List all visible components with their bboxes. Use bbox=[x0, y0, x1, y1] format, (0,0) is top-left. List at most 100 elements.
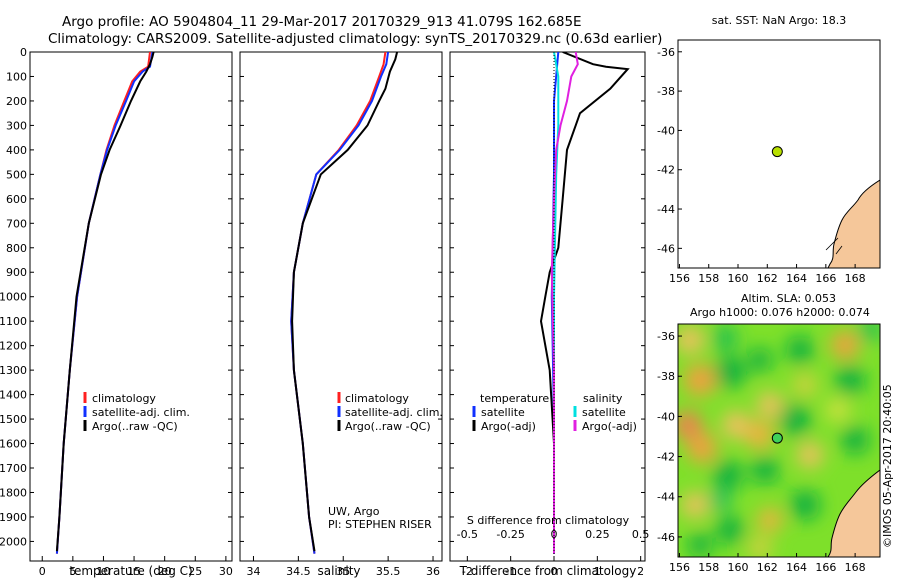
sla-patch bbox=[826, 398, 850, 422]
land-new-zealand bbox=[827, 179, 880, 268]
legend-argo-label: Argo(..raw -QC) bbox=[92, 420, 178, 433]
s-tick-label: 0 bbox=[551, 528, 558, 541]
lat-tick-label: -44 bbox=[657, 491, 675, 504]
depth-tick-label: 0 bbox=[20, 46, 27, 59]
sla-patch bbox=[831, 331, 859, 359]
lon-tick-label: 168 bbox=[845, 272, 866, 285]
temperature-panel bbox=[29, 51, 233, 562]
sla-patch bbox=[714, 356, 746, 388]
sla-patch bbox=[779, 404, 811, 436]
sla-patch bbox=[709, 489, 731, 511]
lat-tick-label: -38 bbox=[657, 85, 675, 98]
legend-climatology-label: climatology bbox=[345, 392, 409, 405]
depth-tick-label: 500 bbox=[6, 168, 27, 181]
pi-annotation-line-2: PI: STEPHEN RISER bbox=[328, 518, 432, 531]
series-line-climatology bbox=[55, 52, 151, 554]
x-tick-label: 34.5 bbox=[286, 565, 311, 578]
lat-tick-label: -44 bbox=[657, 203, 675, 216]
x-tick-label: 20 bbox=[158, 565, 172, 578]
pi-annotation-line-1: UW, Argo bbox=[328, 505, 380, 518]
sla-patch bbox=[841, 426, 869, 454]
depth-tick-label: 1100 bbox=[0, 315, 27, 328]
s-tick-label: 0.5 bbox=[632, 528, 650, 541]
x-tick-label: 2 bbox=[637, 565, 644, 578]
argo-position-marker bbox=[771, 432, 783, 444]
lon-tick-label: 166 bbox=[815, 272, 836, 285]
sla-patch bbox=[790, 490, 820, 520]
sla-patch bbox=[758, 508, 782, 532]
sla-map-title: Altim. SLA: 0.053 bbox=[741, 292, 836, 305]
lon-tick-label: 162 bbox=[757, 272, 778, 285]
sla-patch bbox=[712, 325, 738, 351]
series-line-argo-adj bbox=[539, 52, 630, 554]
depth-tick-label: 1000 bbox=[0, 291, 27, 304]
depth-tick-label: 1500 bbox=[0, 413, 27, 426]
sla-patch bbox=[748, 348, 772, 372]
difference-x-axis: -2 -1 0 1 2 bbox=[462, 556, 644, 578]
sla-field bbox=[678, 324, 880, 557]
temperature-xlabel: temperature (deg C) bbox=[69, 564, 192, 578]
x-tick-label: 35.5 bbox=[376, 565, 401, 578]
legend-argo-label: Argo(..raw -QC) bbox=[345, 420, 431, 433]
sla-map-subtitle: Argo h1000: 0.076 h2000: 0.074 bbox=[690, 306, 870, 319]
t-difference-xlabel: T difference from climatology bbox=[459, 564, 637, 578]
lon-tick-label: 156 bbox=[669, 272, 690, 285]
legend-temperature-title: temperature bbox=[480, 392, 549, 405]
depth-tick-label: 1900 bbox=[0, 511, 27, 524]
s-tick-label: -0.5 bbox=[457, 528, 478, 541]
sla-patch bbox=[678, 326, 704, 354]
sst-map-axes: 156 158 160 162 164 166 168 -36 -38 -40 -42 -44 -46 bbox=[657, 46, 866, 285]
salinity-legend: climatology satellite-adj. clim. Argo(..… bbox=[337, 392, 443, 433]
land-new-zealand bbox=[827, 469, 880, 557]
legend-t-satellite-label: satellite bbox=[481, 406, 525, 419]
lon-tick-label: 162 bbox=[757, 561, 778, 574]
lon-tick-label: 164 bbox=[786, 561, 807, 574]
x-tick-label: 0 bbox=[39, 565, 46, 578]
sla-patch bbox=[751, 456, 779, 484]
x-tick-label: 15 bbox=[127, 565, 141, 578]
lat-tick-label: -36 bbox=[657, 46, 675, 59]
x-tick-label: 1 bbox=[594, 565, 601, 578]
sla-patch bbox=[678, 411, 702, 439]
lat-tick-label: -38 bbox=[657, 370, 675, 383]
s-difference-label: S difference from climatology bbox=[467, 514, 630, 527]
lat-tick-label: -42 bbox=[657, 451, 675, 464]
lon-tick-label: 160 bbox=[728, 272, 749, 285]
lat-tick-label: -46 bbox=[657, 242, 675, 255]
difference-plot bbox=[450, 52, 645, 561]
legend-climatology-label: climatology bbox=[92, 392, 156, 405]
difference-s-axis: -0.5 -0.25 0 0.25 0.5 bbox=[457, 528, 650, 541]
x-tick-label: 0 bbox=[551, 565, 558, 578]
lat-tick-label: -40 bbox=[657, 410, 675, 423]
legend-s-satellite-label: satellite bbox=[582, 406, 626, 419]
depth-tick-label: 600 bbox=[6, 193, 27, 206]
x-tick-label: 30 bbox=[219, 565, 233, 578]
depth-tick-label: 800 bbox=[6, 242, 27, 255]
sla-patch bbox=[688, 533, 712, 557]
x-tick-label: 35 bbox=[336, 565, 350, 578]
lon-tick-label: 156 bbox=[669, 561, 690, 574]
legend-satellite-label: satellite-adj. clim. bbox=[345, 406, 443, 419]
x-tick-label: 34 bbox=[246, 565, 260, 578]
legend-s-argo-label: Argo(-adj) bbox=[582, 420, 637, 433]
header-line-2: Climatology: CARS2009. Satellite-adjuste… bbox=[48, 31, 662, 47]
sla-patch bbox=[835, 365, 865, 395]
x-tick-label: 10 bbox=[96, 565, 110, 578]
depth-tick-label: 100 bbox=[6, 70, 27, 83]
x-tick-label: 5 bbox=[69, 565, 76, 578]
legend-salinity-title: salinity bbox=[583, 392, 623, 405]
depth-tick-label: 2000 bbox=[0, 535, 27, 548]
lon-tick-label: 158 bbox=[698, 561, 719, 574]
sla-patch bbox=[757, 392, 783, 418]
header-line-1: Argo profile: AO 5904804_11 29-Mar-2017 … bbox=[62, 14, 582, 30]
s-tick-label: -0.25 bbox=[496, 528, 524, 541]
lat-tick-label: -36 bbox=[657, 330, 675, 343]
argo-position-marker bbox=[771, 146, 783, 158]
temperature-legend: climatology satellite-adj. clim. Argo(..… bbox=[83, 392, 190, 433]
salinity-panel bbox=[239, 51, 443, 562]
sla-patch bbox=[746, 421, 774, 449]
depth-tick-label: 200 bbox=[6, 95, 27, 108]
x-tick-label: 25 bbox=[188, 565, 202, 578]
lat-tick-label: -46 bbox=[657, 531, 675, 544]
